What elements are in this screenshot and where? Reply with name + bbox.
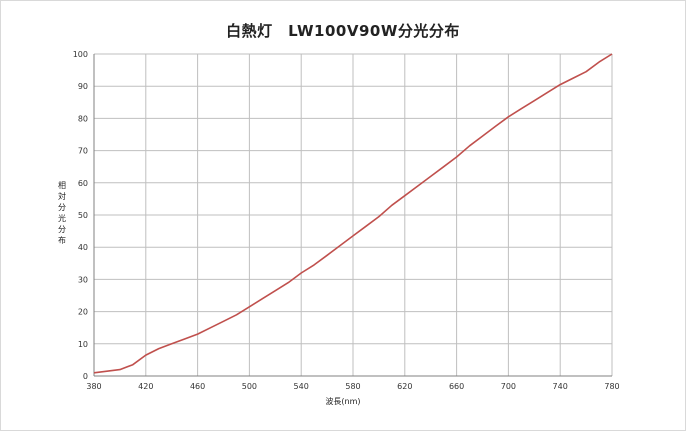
x-tick-label: 780 [604,382,619,391]
y-tick-label: 70 [78,147,88,156]
x-axis-label: 波長(nm) [325,397,361,406]
series-line [93,53,613,374]
y-tick-label: 50 [78,211,88,220]
x-tick-label: 620 [397,382,412,391]
x-tick-label: 740 [553,382,568,391]
x-tick-label: 500 [242,382,257,391]
y-axis-label: 相対分光分布 [58,181,66,245]
x-tick-label: 460 [190,382,205,391]
axes [93,54,612,377]
y-tick-label: 0 [83,372,88,381]
x-tick-label: 660 [449,382,464,391]
grid-lines [93,53,613,377]
y-tick-label: 100 [73,50,88,59]
y-tick-label: 20 [78,308,88,317]
y-tick-label: 30 [78,275,88,284]
y-tick-labels: 0 10 20 30 40 50 60 70 80 90 100 [73,50,88,381]
y-tick-label: 40 [78,243,88,252]
y-tick-label: 80 [78,114,88,123]
x-tick-label: 700 [501,382,516,391]
x-tick-labels: 380 420 460 500 540 580 620 660 700 740 780 [86,382,619,391]
x-tick-label: 540 [294,382,309,391]
x-tick-label: 380 [86,382,101,391]
y-tick-label: 60 [78,179,88,188]
series-layer [93,53,613,374]
chart-title: 白熱灯 LW100V90W分光分布 [226,22,460,40]
y-tick-label: 10 [78,340,88,349]
x-tick-label: 580 [345,382,360,391]
x-tick-label: 420 [138,382,153,391]
y-tick-label: 90 [78,82,88,91]
